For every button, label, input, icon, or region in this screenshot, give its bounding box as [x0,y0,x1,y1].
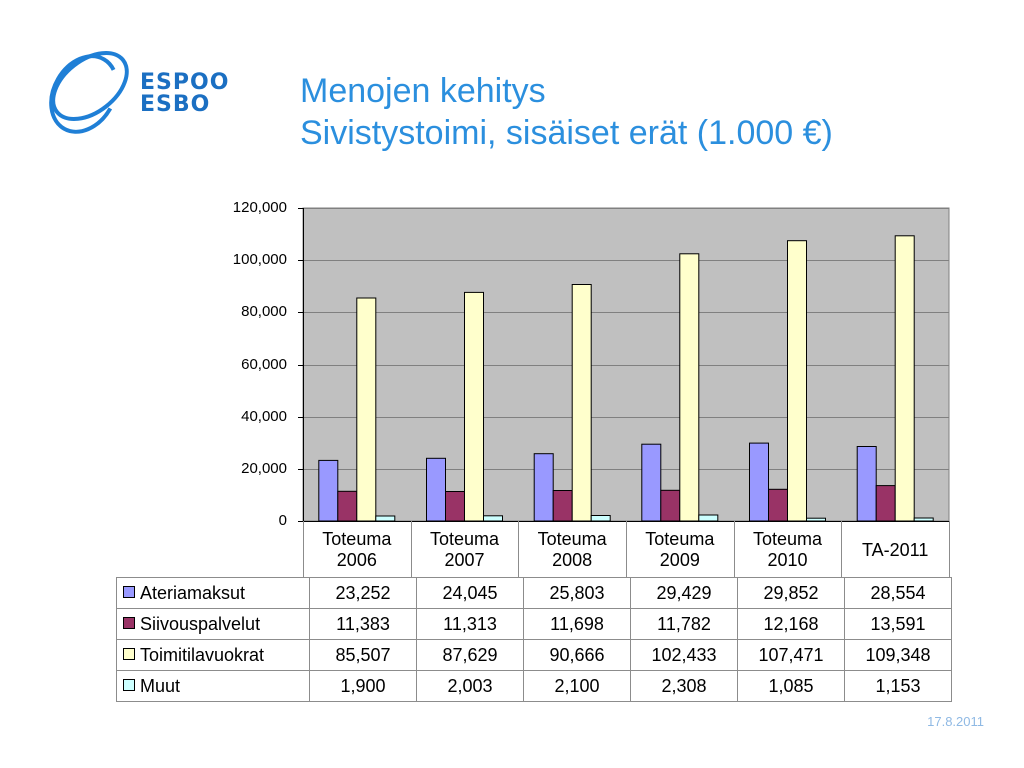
data-value-cell: 109,348 [844,639,952,671]
legend-swatch [123,647,135,660]
data-value-cell: 29,429 [630,577,738,609]
category-label: Toteuma 2009 [626,523,734,577]
bar [641,443,662,522]
data-value-cell: 13,591 [844,608,952,640]
title-line-1: Menojen kehitys [300,72,546,110]
legend-entry: Ateriamaksut [116,577,310,609]
category-label-line: 2009 [659,550,700,570]
bar [464,291,484,522]
data-value-cell: 28,554 [844,577,952,609]
y-tick-label: 0 [278,512,287,529]
data-value-cell: 23,252 [309,577,417,609]
legend-entry: Toimitilavuokrat [116,639,310,671]
data-value-cell: 11,782 [630,608,738,640]
bar [356,297,377,522]
series-name: Siivouspalvelut [140,613,261,634]
bar [660,489,681,522]
page-title: Menojen kehitys Sivistystoimi, sisäiset … [300,70,833,154]
legend-swatch [123,585,135,598]
category-label-line: 2006 [336,550,377,570]
table-row: Toimitilavuokrat 85,507 87,629 90,666 102,43… [116,639,952,671]
series-name: Ateriamaksut [140,582,246,603]
table-row: Muut 1,900 2,003 2,100 2,308 1,085 1,153 [116,670,952,702]
data-value-cell: 107,471 [737,639,845,671]
data-value-cell: 102,433 [630,639,738,671]
bar [806,517,826,522]
y-tick-label: 40,000 [241,407,287,425]
y-tick-label: 120,000 [232,199,287,216]
data-value-cell: 29,852 [737,577,845,609]
espoo-swirl-icon [49,51,129,134]
bar [787,240,807,522]
plot-area [302,207,950,522]
data-value-cell: 1,085 [737,670,845,702]
bar [318,459,339,522]
bar [426,457,446,522]
legend-swatch [123,616,135,629]
bar [552,490,573,522]
data-value-cell: 87,629 [416,639,524,671]
category-label-line: 2010 [767,550,808,570]
footer-date: 17.8.2011 [927,714,984,729]
table-row: Siivouspalvelut 11,383 11,313 11,698 11,782 1… [116,608,952,640]
bar [698,514,719,522]
bar [749,442,769,522]
y-tick-label: 80,000 [241,303,287,321]
category-label-line: 2008 [552,550,593,570]
category-label-line: TA-2011 [861,539,929,560]
series-name: Toimitilavuokrat [140,644,265,665]
bar [445,491,465,522]
category-label: TA-2011 [841,523,949,577]
legend-swatch [123,678,135,691]
data-value-cell: 85,507 [309,639,417,671]
bar [590,515,611,522]
category-label-line: 2007 [444,550,485,570]
y-tick-label: 100,000 [232,251,287,269]
bar [571,284,592,522]
data-value-cell: 1,153 [844,670,952,702]
data-value-cell: 2,308 [630,670,738,702]
category-label: Toteuma 2010 [734,523,842,577]
data-value-cell: 90,666 [523,639,631,671]
bar [533,453,554,522]
data-value-cell: 25,803 [523,577,631,609]
logo-line-esbo: ESBO [140,92,211,117]
y-tick-label: 20,000 [241,459,287,477]
legend-entry: Muut [116,670,310,702]
data-value-cell: 2,003 [416,670,524,702]
data-value-cell: 24,045 [416,577,524,609]
category-label-line: Toteuma [752,529,822,549]
category-label-line: Toteuma [645,529,715,549]
category-label: Toteuma 2008 [518,523,626,577]
data-value-cell: 12,168 [737,608,845,640]
espoo-logo: ESPOO ESBO [38,38,228,138]
data-table: Ateriamaksut 23,252 24,045 25,803 29,429 29,8… [116,577,952,702]
logo-line-espoo: ESPOO [140,70,230,95]
data-value-cell: 11,313 [416,608,524,640]
data-value-cell: 11,383 [309,608,417,640]
bar [483,515,503,522]
data-value-cell: 11,698 [523,608,631,640]
bar [913,517,934,522]
title-line-2: Sivistystoimi, sisäiset erät (1.000 €) [300,114,833,152]
bar [875,485,896,522]
category-label: Toteuma 2007 [411,523,519,577]
category-label-line: Toteuma [537,529,607,549]
bar [679,253,700,522]
category-label-line: Toteuma [429,529,499,549]
bar [856,446,877,522]
bar [375,515,396,522]
category-label-line: Toteuma [322,529,392,549]
table-row: Ateriamaksut 23,252 24,045 25,803 29,429 29,8… [116,577,952,609]
series-name: Muut [140,675,181,696]
bar [337,490,358,522]
data-value-cell: 1,900 [309,670,417,702]
bar [768,488,788,522]
y-tick-label: 60,000 [241,355,287,373]
category-label: Toteuma 2006 [303,523,411,577]
data-value-cell: 2,100 [523,670,631,702]
legend-entry: Siivouspalvelut [116,608,310,640]
bar [894,235,915,522]
